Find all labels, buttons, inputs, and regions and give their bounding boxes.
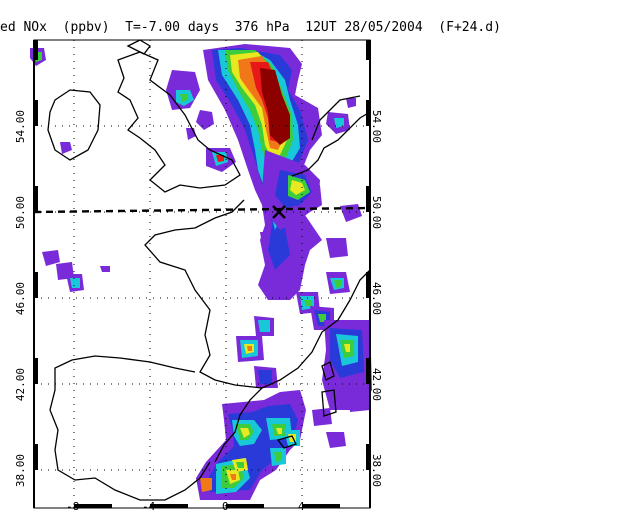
lat-label-right: 46.00	[370, 281, 384, 316]
coastlines	[47, 39, 371, 501]
lat-label-left: 46.00	[14, 281, 28, 316]
plot-title: ed NOx (ppbv) T=-7.00 days 376 hPa 12UT …	[0, 20, 501, 35]
lon-label: -4	[142, 500, 156, 513]
lon-label: 0	[222, 500, 229, 513]
lat-label-left: 54.00	[14, 109, 28, 144]
lat-label-right: 54.00	[370, 109, 384, 144]
origin-marker	[272, 205, 286, 219]
plume-field	[30, 44, 372, 500]
plume-darkred-main	[260, 68, 290, 145]
lat-label-left: 50.00	[14, 195, 28, 230]
trajectory-line	[33, 206, 371, 214]
lat-label-right: 38.00	[370, 453, 384, 488]
lon-label: -8	[66, 500, 80, 513]
graticule	[34, 40, 370, 500]
lat-label-right: 42.00	[370, 367, 384, 402]
lat-label-right: 50.00	[370, 195, 384, 230]
lon-label: 4	[298, 500, 305, 513]
lat-label-left: 38.00	[14, 453, 28, 488]
lat-label-left: 42.00	[14, 367, 28, 402]
frame-ladder	[34, 40, 370, 508]
